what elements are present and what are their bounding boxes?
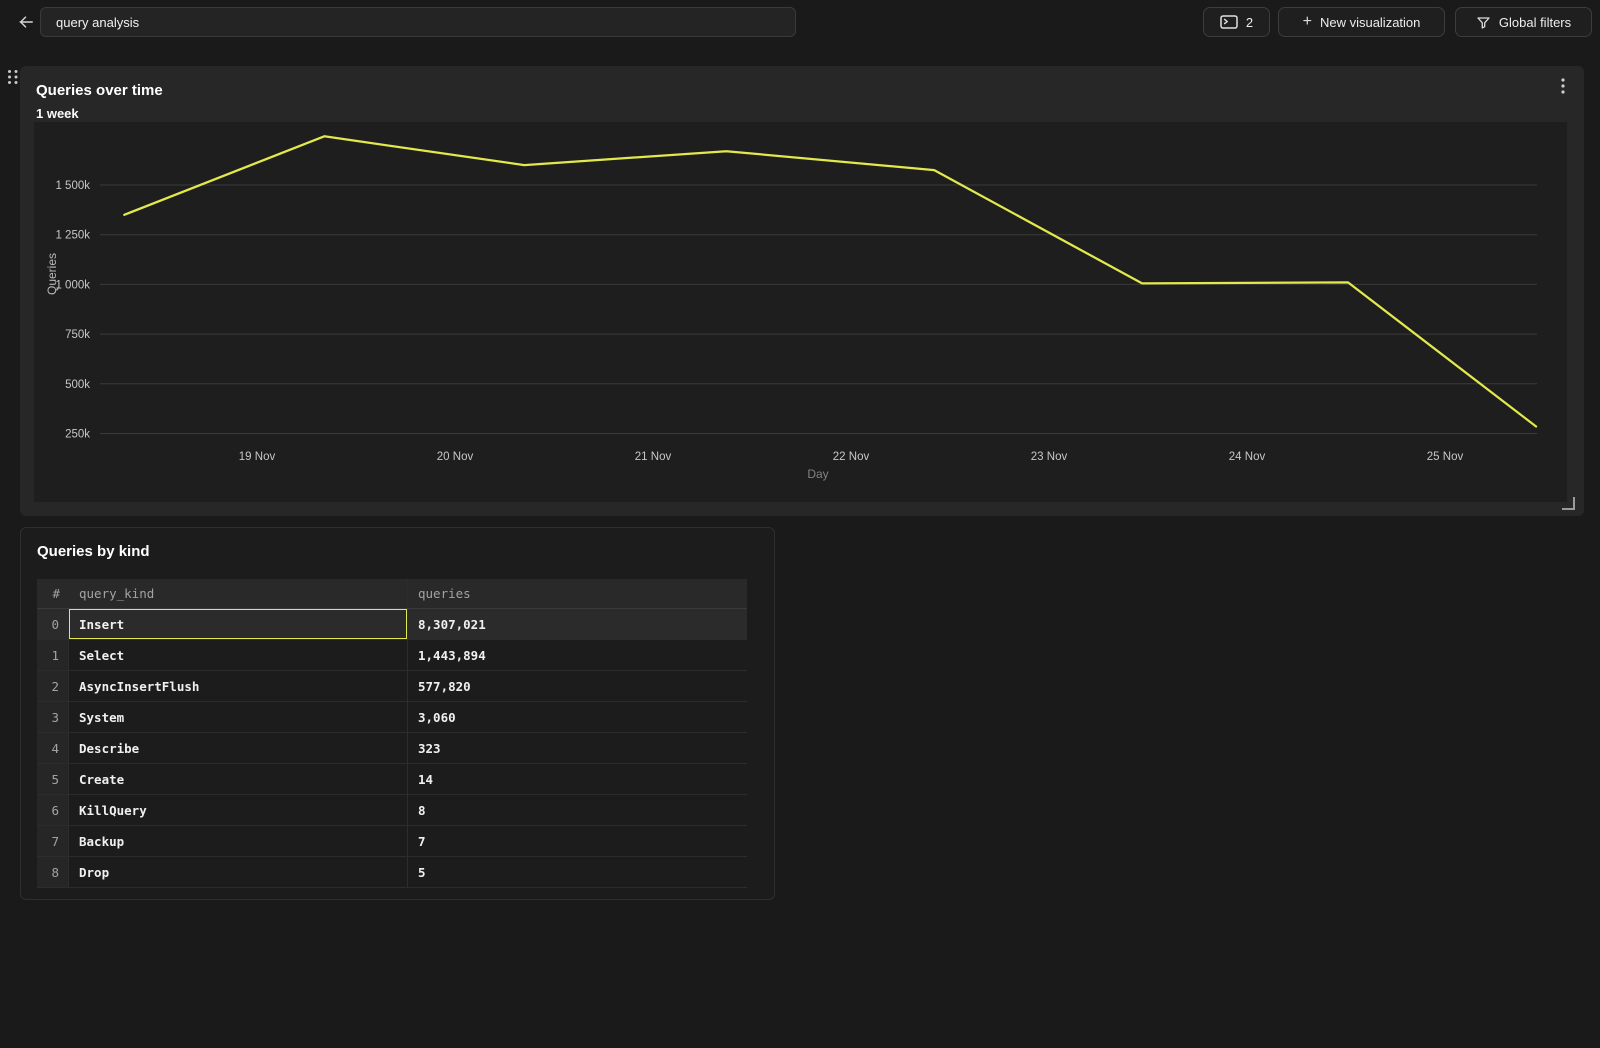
kebab-menu-icon — [1561, 78, 1565, 94]
table-row[interactable]: 8 Drop 5 — [37, 857, 747, 888]
x-tick-label: 21 Nov — [635, 451, 672, 463]
table-row[interactable]: 4 Describe 323 — [37, 733, 747, 764]
column-header-queries[interactable]: queries — [407, 579, 746, 608]
row-index-cell: 8 — [37, 857, 69, 887]
queries-value-cell[interactable]: 323 — [407, 733, 746, 763]
y-tick-label: 1 000k — [55, 279, 90, 291]
row-index-cell: 7 — [37, 826, 69, 856]
table-body: 0 Insert 8,307,021 1 Select 1,443,894 2 AsyncIn… — [37, 609, 747, 888]
queries-value-cell[interactable]: 8 — [407, 795, 746, 825]
query-kind-cell[interactable]: Insert — [69, 609, 407, 639]
x-tick-label: 22 Nov — [833, 451, 870, 463]
resize-corner-handle[interactable] — [1562, 497, 1575, 510]
y-axis-title: Queries — [45, 253, 59, 295]
x-tick-label: 20 Nov — [437, 451, 474, 463]
new-visualization-button[interactable]: + New visualization — [1278, 7, 1445, 37]
drag-handle-icon — [8, 70, 18, 84]
arrow-left-icon — [19, 16, 33, 28]
table-row[interactable]: 6 KillQuery 8 — [37, 795, 747, 826]
panel-icon — [1220, 15, 1238, 29]
column-header-query-kind[interactable]: query_kind — [79, 586, 155, 601]
queries-value-cell[interactable]: 7 — [407, 826, 746, 856]
plus-icon: + — [1302, 12, 1312, 30]
queries-value-cell[interactable]: 577,820 — [407, 671, 746, 701]
new-visualization-label: New visualization — [1319, 14, 1421, 30]
row-index-cell: 4 — [37, 733, 69, 763]
table-row[interactable]: 1 Select 1,443,894 — [37, 640, 747, 671]
table-row[interactable]: 3 System 3,060 — [37, 702, 747, 733]
funnel-icon — [1477, 16, 1490, 29]
dashboard-title-input[interactable] — [40, 7, 796, 37]
y-tick-label: 250k — [65, 429, 90, 441]
table-title: Queries by kind — [37, 543, 150, 560]
chart-title: Queries over time — [36, 82, 163, 99]
query-kind-cell[interactable]: Backup — [79, 833, 125, 849]
query-kind-cell[interactable]: KillQuery — [79, 802, 147, 818]
y-tick-labels-group: 1 500k 1 250k 1 000k 750k 500k 250k — [55, 180, 90, 441]
topbar: 2 + New visualization Global filters — [0, 0, 1600, 44]
query-kind-cell[interactable]: Describe — [79, 740, 140, 756]
query-kind-cell[interactable]: System — [79, 709, 125, 725]
query-kind-cell[interactable]: AsyncInsertFlush — [79, 678, 200, 694]
queries-value-cell[interactable]: 8,307,021 — [407, 609, 746, 639]
row-index-cell: 6 — [37, 795, 69, 825]
row-index-cell: 3 — [37, 702, 69, 732]
query-kind-cell[interactable]: Select — [79, 647, 125, 663]
y-tick-label: 750k — [65, 329, 90, 341]
table-header-row: # query_kind queries — [37, 579, 747, 609]
global-filters-button[interactable]: Global filters — [1455, 7, 1592, 37]
card-drag-handle[interactable] — [7, 69, 19, 85]
row-index-cell: 5 — [37, 764, 69, 794]
table-row[interactable]: 0 Insert 8,307,021 — [37, 609, 747, 640]
table-row[interactable]: 2 AsyncInsertFlush 577,820 — [37, 671, 747, 702]
x-axis-title: Day — [807, 467, 828, 481]
visualization-count-button[interactable]: 2 — [1203, 7, 1270, 37]
back-button[interactable] — [12, 8, 40, 36]
gridlines-group — [100, 184, 1537, 434]
queries-by-kind-table: # query_kind queries 0 Insert 8,307,021 1 Se… — [37, 579, 747, 888]
x-tick-label: 19 Nov — [239, 451, 276, 463]
row-index-cell: 1 — [37, 640, 69, 670]
queries-chart-svg: 1 500k 1 250k 1 000k 750k 500k 250k 19 Nov 20 … — [45, 135, 1538, 481]
chart-menu-button[interactable] — [1553, 76, 1573, 96]
x-tick-label: 25 Nov — [1427, 451, 1464, 463]
table-row[interactable]: 7 Backup 7 — [37, 826, 747, 857]
query-kind-cell[interactable]: Drop — [79, 864, 110, 880]
chart-subtitle: 1 week — [36, 106, 79, 121]
global-filters-label: Global filters — [1498, 14, 1572, 30]
table-row[interactable]: 5 Create 14 — [37, 764, 747, 795]
queries-value-cell[interactable]: 14 — [407, 764, 746, 794]
row-index-cell: 2 — [37, 671, 69, 701]
queries-over-time-card: Queries over time 1 week 1 500k 1 250k 1 0… — [20, 66, 1584, 516]
x-tick-label: 24 Nov — [1229, 451, 1266, 463]
queries-value-cell[interactable]: 5 — [407, 857, 746, 887]
y-tick-label: 500k — [65, 379, 90, 391]
visualization-count-label: 2 — [1245, 14, 1254, 30]
queries-value-cell[interactable]: 1,443,894 — [407, 640, 746, 670]
y-tick-label: 1 250k — [55, 230, 90, 242]
queries-value-cell[interactable]: 3,060 — [407, 702, 746, 732]
row-index-cell: 0 — [37, 609, 69, 639]
y-tick-label: 1 500k — [55, 180, 90, 192]
queries-line-series — [123, 135, 1538, 428]
x-tick-label: 23 Nov — [1031, 451, 1068, 463]
queries-by-kind-card: Queries by kind # query_kind queries 0 In… — [20, 527, 775, 900]
chart-plot-area[interactable]: 1 500k 1 250k 1 000k 750k 500k 250k 19 Nov 20 … — [34, 122, 1567, 502]
column-header-index[interactable]: # — [37, 579, 69, 608]
x-tick-labels-group: 19 Nov 20 Nov 21 Nov 22 Nov 23 Nov 24 Nov 25 N… — [239, 451, 1464, 463]
query-kind-cell[interactable]: Create — [79, 771, 125, 787]
